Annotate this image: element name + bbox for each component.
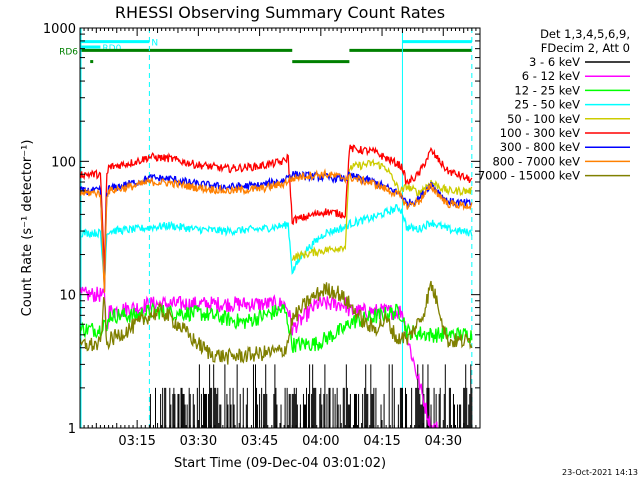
chart-title: RHESSI Observing Summary Count Rates xyxy=(115,3,445,22)
x-tick-label: 04:15 xyxy=(363,434,400,449)
timestamp: 23-Oct-2021 14:13 xyxy=(562,468,638,477)
flags-layer: NRD0RD6 xyxy=(59,39,472,64)
legend: Det 1,3,4,5,6,9, FDecim 2, Att 0 3 - 6 k… xyxy=(478,27,630,183)
legend-header-line-1: Det 1,3,4,5,6,9, xyxy=(540,27,630,41)
legend-label: 300 - 800 keV xyxy=(500,140,580,154)
legend-label: 25 - 50 keV xyxy=(514,98,580,112)
series-layer xyxy=(80,144,473,428)
legend-label: 7000 - 15000 keV xyxy=(478,169,580,183)
legend-label: 12 - 25 keV xyxy=(514,83,580,97)
legend-label: 3 - 6 keV xyxy=(529,55,580,69)
y-tick-label: 1 xyxy=(68,422,76,437)
flag-label: N xyxy=(151,39,158,49)
y-tick-label: 1000 xyxy=(43,22,76,37)
rd6-marker xyxy=(90,60,94,64)
x-tick-label: 03:30 xyxy=(180,434,217,449)
legend-label: 50 - 100 keV xyxy=(507,112,580,126)
legend-label: 800 - 7000 keV xyxy=(492,154,580,168)
series-50-100kev xyxy=(291,158,473,261)
series-3-6-kev xyxy=(149,364,473,428)
series-100-300kev xyxy=(80,144,473,270)
x-tick-label: 04:00 xyxy=(302,434,339,449)
series-7000-15000kev xyxy=(80,280,473,365)
y-axis-label: Count Rate (s⁻¹ detector⁻¹) xyxy=(20,140,35,317)
x-axis-label: Start Time (09-Dec-04 03:01:02) xyxy=(174,456,386,471)
series-300-800kev xyxy=(80,170,473,292)
legend-label: 6 - 12 keV xyxy=(522,69,580,83)
x-tick-label: 03:45 xyxy=(241,434,278,449)
legend-header-line-2: FDecim 2, Att 0 xyxy=(541,41,630,55)
series-800-7000kev xyxy=(80,168,473,293)
y-tick-label: 10 xyxy=(59,289,76,304)
x-tick-label: 03:15 xyxy=(118,434,155,449)
flag-label: RD6 xyxy=(59,47,78,57)
x-axis: 03:15 03:30 03:45 04:00 04:15 04:30 xyxy=(79,28,481,449)
y-axis: 1 10 100 1000 xyxy=(43,22,480,437)
y-tick-label: 100 xyxy=(51,155,76,170)
legend-label: 100 - 300 keV xyxy=(500,126,580,140)
x-tick-label: 04:30 xyxy=(425,434,462,449)
series-25-50kev xyxy=(80,204,473,284)
